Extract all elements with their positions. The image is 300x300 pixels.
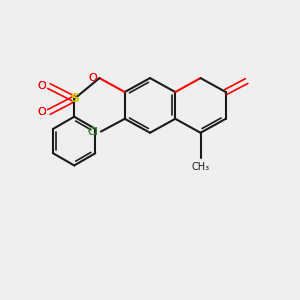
Text: O: O xyxy=(38,81,46,91)
Text: O: O xyxy=(88,73,97,83)
Text: O: O xyxy=(88,73,97,83)
Text: CH₃: CH₃ xyxy=(191,162,210,172)
Text: O: O xyxy=(38,107,46,117)
Text: Cl: Cl xyxy=(88,127,99,136)
Text: O: O xyxy=(38,81,46,91)
Text: S: S xyxy=(70,92,79,105)
Text: Cl: Cl xyxy=(88,127,99,136)
Text: O: O xyxy=(38,107,46,117)
